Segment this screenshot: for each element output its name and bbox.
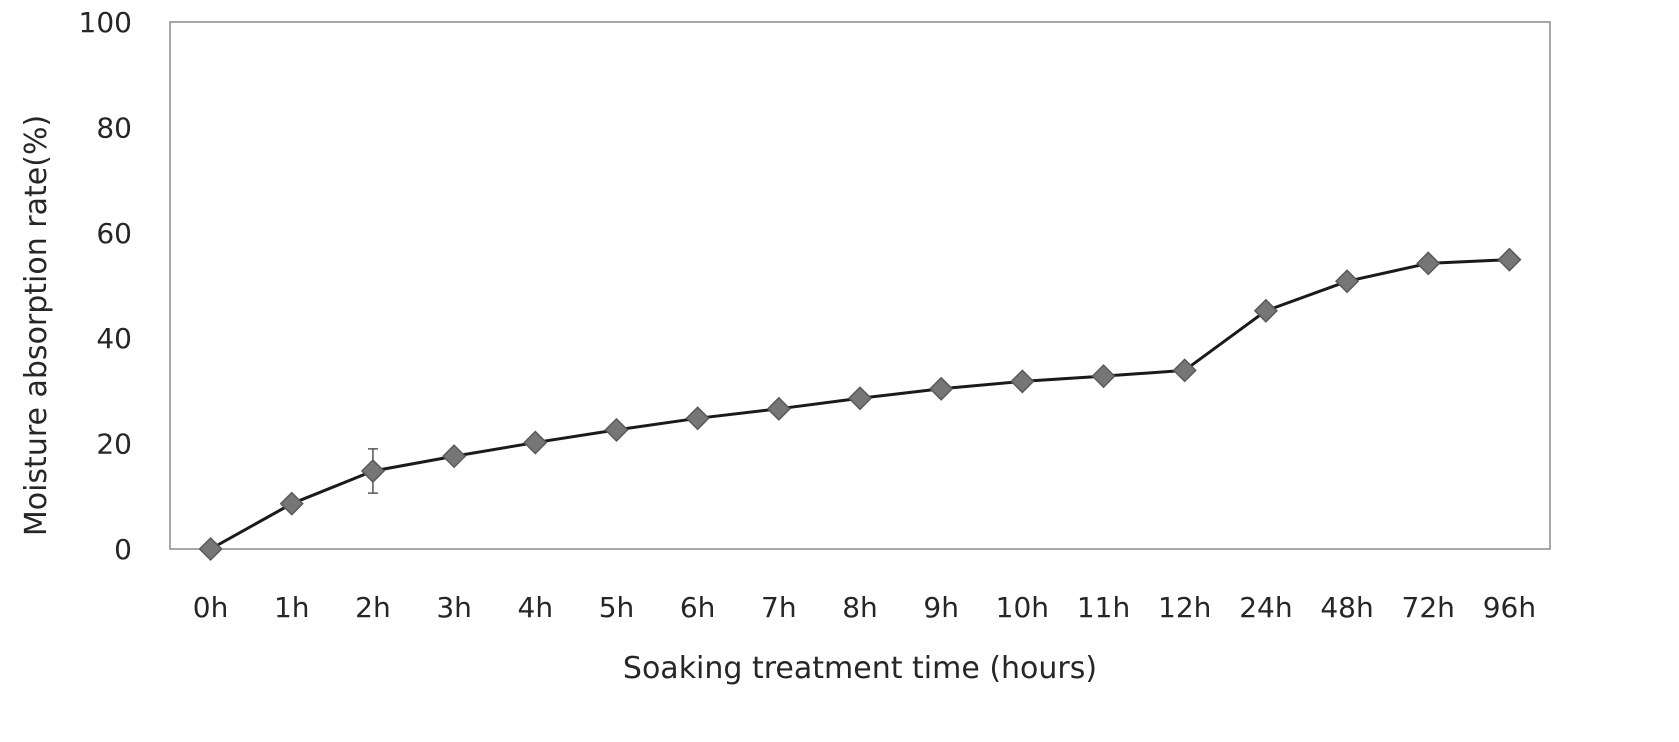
x-tick-label: 11h bbox=[1077, 591, 1130, 624]
data-markers bbox=[198, 247, 1522, 562]
data-point bbox=[523, 430, 548, 455]
data-point bbox=[442, 444, 467, 469]
x-tick-label: 6h bbox=[680, 591, 716, 624]
x-tick-label: 3h bbox=[436, 591, 472, 624]
x-tick-label: 9h bbox=[923, 591, 959, 624]
data-point bbox=[1091, 364, 1116, 389]
x-tick-label: 12h bbox=[1158, 591, 1211, 624]
data-point bbox=[1253, 298, 1278, 323]
x-tick-label: 0h bbox=[193, 591, 229, 624]
x-tick-label: 4h bbox=[518, 591, 554, 624]
x-tick-label: 72h bbox=[1402, 591, 1455, 624]
x-tick-label: 7h bbox=[761, 591, 797, 624]
x-tick-label: 1h bbox=[274, 591, 310, 624]
y-tick-label: 20 bbox=[96, 428, 132, 461]
y-axis-title: Moisture absorption rate(%) bbox=[19, 115, 54, 536]
x-tick-label: 2h bbox=[355, 591, 391, 624]
y-tick-label: 0 bbox=[114, 533, 132, 566]
x-tick-label: 8h bbox=[842, 591, 878, 624]
data-point bbox=[847, 386, 873, 411]
data-point bbox=[766, 396, 791, 421]
x-tick-label: 24h bbox=[1239, 591, 1292, 624]
data-point bbox=[1334, 269, 1360, 294]
x-tick-label: 96h bbox=[1483, 591, 1536, 624]
y-tick-label: 60 bbox=[96, 217, 132, 250]
y-tick-label: 100 bbox=[79, 6, 132, 39]
x-axis-title: Soaking treatment time (hours) bbox=[623, 651, 1097, 686]
y-tick-labels: 0 20 40 60 80 100 bbox=[79, 6, 132, 566]
y-tick-label: 80 bbox=[96, 111, 132, 144]
data-point bbox=[360, 458, 386, 484]
data-point bbox=[279, 491, 304, 516]
data-point bbox=[1416, 251, 1441, 276]
y-tick-label: 40 bbox=[96, 322, 132, 355]
x-tick-labels: 0h 1h 2h 3h 4h 5h 6h 7h 8h 9h 10h 11h 12h 24h 48h 72h 96… bbox=[193, 591, 1536, 624]
x-tick-label: 5h bbox=[599, 591, 635, 624]
data-point bbox=[1172, 358, 1197, 383]
data-point bbox=[929, 376, 954, 401]
x-tick-label: 10h bbox=[996, 591, 1049, 624]
data-point bbox=[198, 536, 223, 562]
data-point bbox=[685, 406, 710, 431]
x-tick-label: 48h bbox=[1320, 591, 1373, 624]
data-point bbox=[1497, 247, 1522, 272]
plot-area-frame bbox=[169, 21, 1551, 550]
data-point bbox=[1010, 369, 1035, 394]
data-point bbox=[604, 417, 629, 442]
